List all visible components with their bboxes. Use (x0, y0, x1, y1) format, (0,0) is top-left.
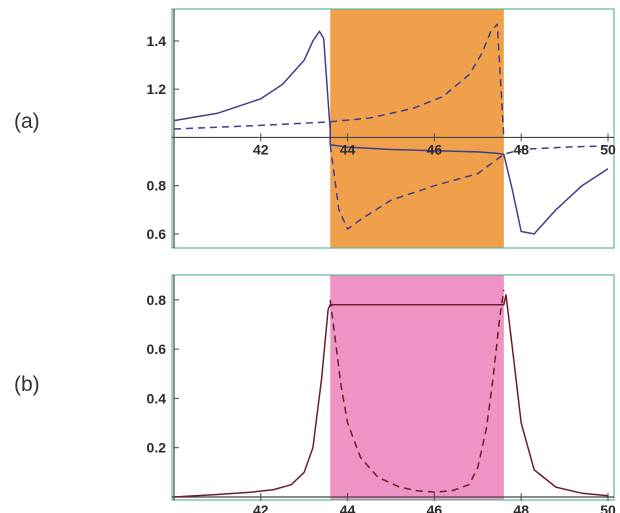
ticks-a: 42 44 46 48 50 0.6 0.8 1.2 1.4 (147, 33, 616, 242)
x-tick-label-b: 44 (340, 502, 356, 513)
y-tick-label-a: 0.6 (147, 226, 167, 242)
panel-label-b: (b) (14, 373, 40, 396)
series-line-a-2-dashed (173, 121, 609, 230)
series-b (173, 289, 609, 498)
y-tick-label-b: 0.8 (147, 292, 167, 308)
y-tick-label-b: 0.2 (147, 440, 167, 456)
y-tick-label-b: 0.4 (147, 390, 167, 406)
frame-a (171, 8, 615, 249)
x-tick-label-b: 50 (600, 502, 616, 513)
axes-b (172, 275, 614, 500)
series-a (173, 23, 609, 235)
x-tick-label-b: 42 (253, 502, 269, 513)
x-tick-label-b: 48 (513, 502, 529, 513)
y-tick-label-a: 1.4 (147, 33, 167, 49)
panel-b: 42 44 46 48 50 0.2 0.4 0.6 0.8 (b) (14, 274, 616, 513)
x-tick-label-a: 44 (340, 141, 356, 157)
frame-b (171, 274, 615, 501)
y-tick-label-b: 0.6 (147, 341, 167, 357)
x-tick-label-a: 42 (253, 141, 269, 157)
x-tick-label-a: 48 (513, 141, 529, 157)
band-b (330, 275, 504, 500)
x-tick-label-a: 50 (600, 141, 616, 157)
band-a (330, 9, 504, 248)
series-line-a-3-dashed (330, 23, 505, 138)
ticks-b: 42 44 46 48 50 0.2 0.4 0.6 0.8 (147, 292, 616, 513)
x-tick-label-a: 46 (427, 141, 443, 157)
series-line-a-1-solid (173, 30, 609, 235)
panel-a: 42 44 46 48 50 0.6 0.8 1.2 1.4 (a) (14, 8, 616, 249)
x-tick-label-b: 46 (427, 502, 443, 513)
series-line-b-1-solid (173, 294, 609, 498)
panel-label-a: (a) (14, 110, 40, 133)
y-tick-label-a: 1.2 (147, 81, 167, 97)
y-tick-label-a: 0.8 (147, 178, 167, 194)
